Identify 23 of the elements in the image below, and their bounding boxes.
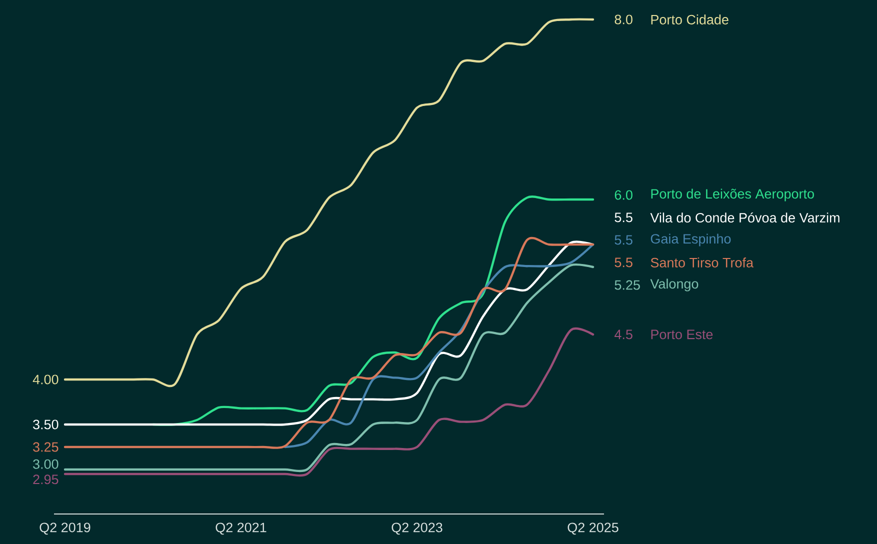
data-label: 5.5 — [614, 258, 632, 268]
data-label: 4.00 — [32, 374, 58, 384]
data-label: 4.5 — [614, 330, 632, 340]
data-label: 3.50 — [33, 420, 58, 430]
data-label: 3.25 — [33, 442, 58, 452]
x-tick-label: Q2 2023 — [392, 522, 442, 535]
data-label: 6.0 — [614, 190, 632, 200]
text: Gaia Espinho — [650, 234, 731, 246]
text: Porto Este — [651, 330, 713, 340]
text: Valongo — [650, 278, 698, 292]
x-tick-label: Q2 2025 — [568, 522, 618, 535]
data-label: 3.00 — [33, 459, 58, 469]
x-tick-label: Q2 2021 — [216, 522, 266, 535]
text: Santo Tirso Trofa — [650, 258, 754, 268]
data-label: 5.5 — [614, 212, 632, 222]
text: Porto Cidade — [651, 14, 728, 24]
data-label: 5.25 — [614, 280, 640, 290]
data-label: 5.5 — [614, 235, 632, 245]
data-label: 8.0 — [614, 14, 632, 24]
data-label: 2.95 — [33, 474, 58, 484]
text: Vila do Conde Póvoa de Varzim — [650, 212, 840, 223]
text: Porto de Leixões Aeroporto — [651, 188, 814, 202]
x-tick-label: Q2 2019 — [40, 522, 90, 535]
